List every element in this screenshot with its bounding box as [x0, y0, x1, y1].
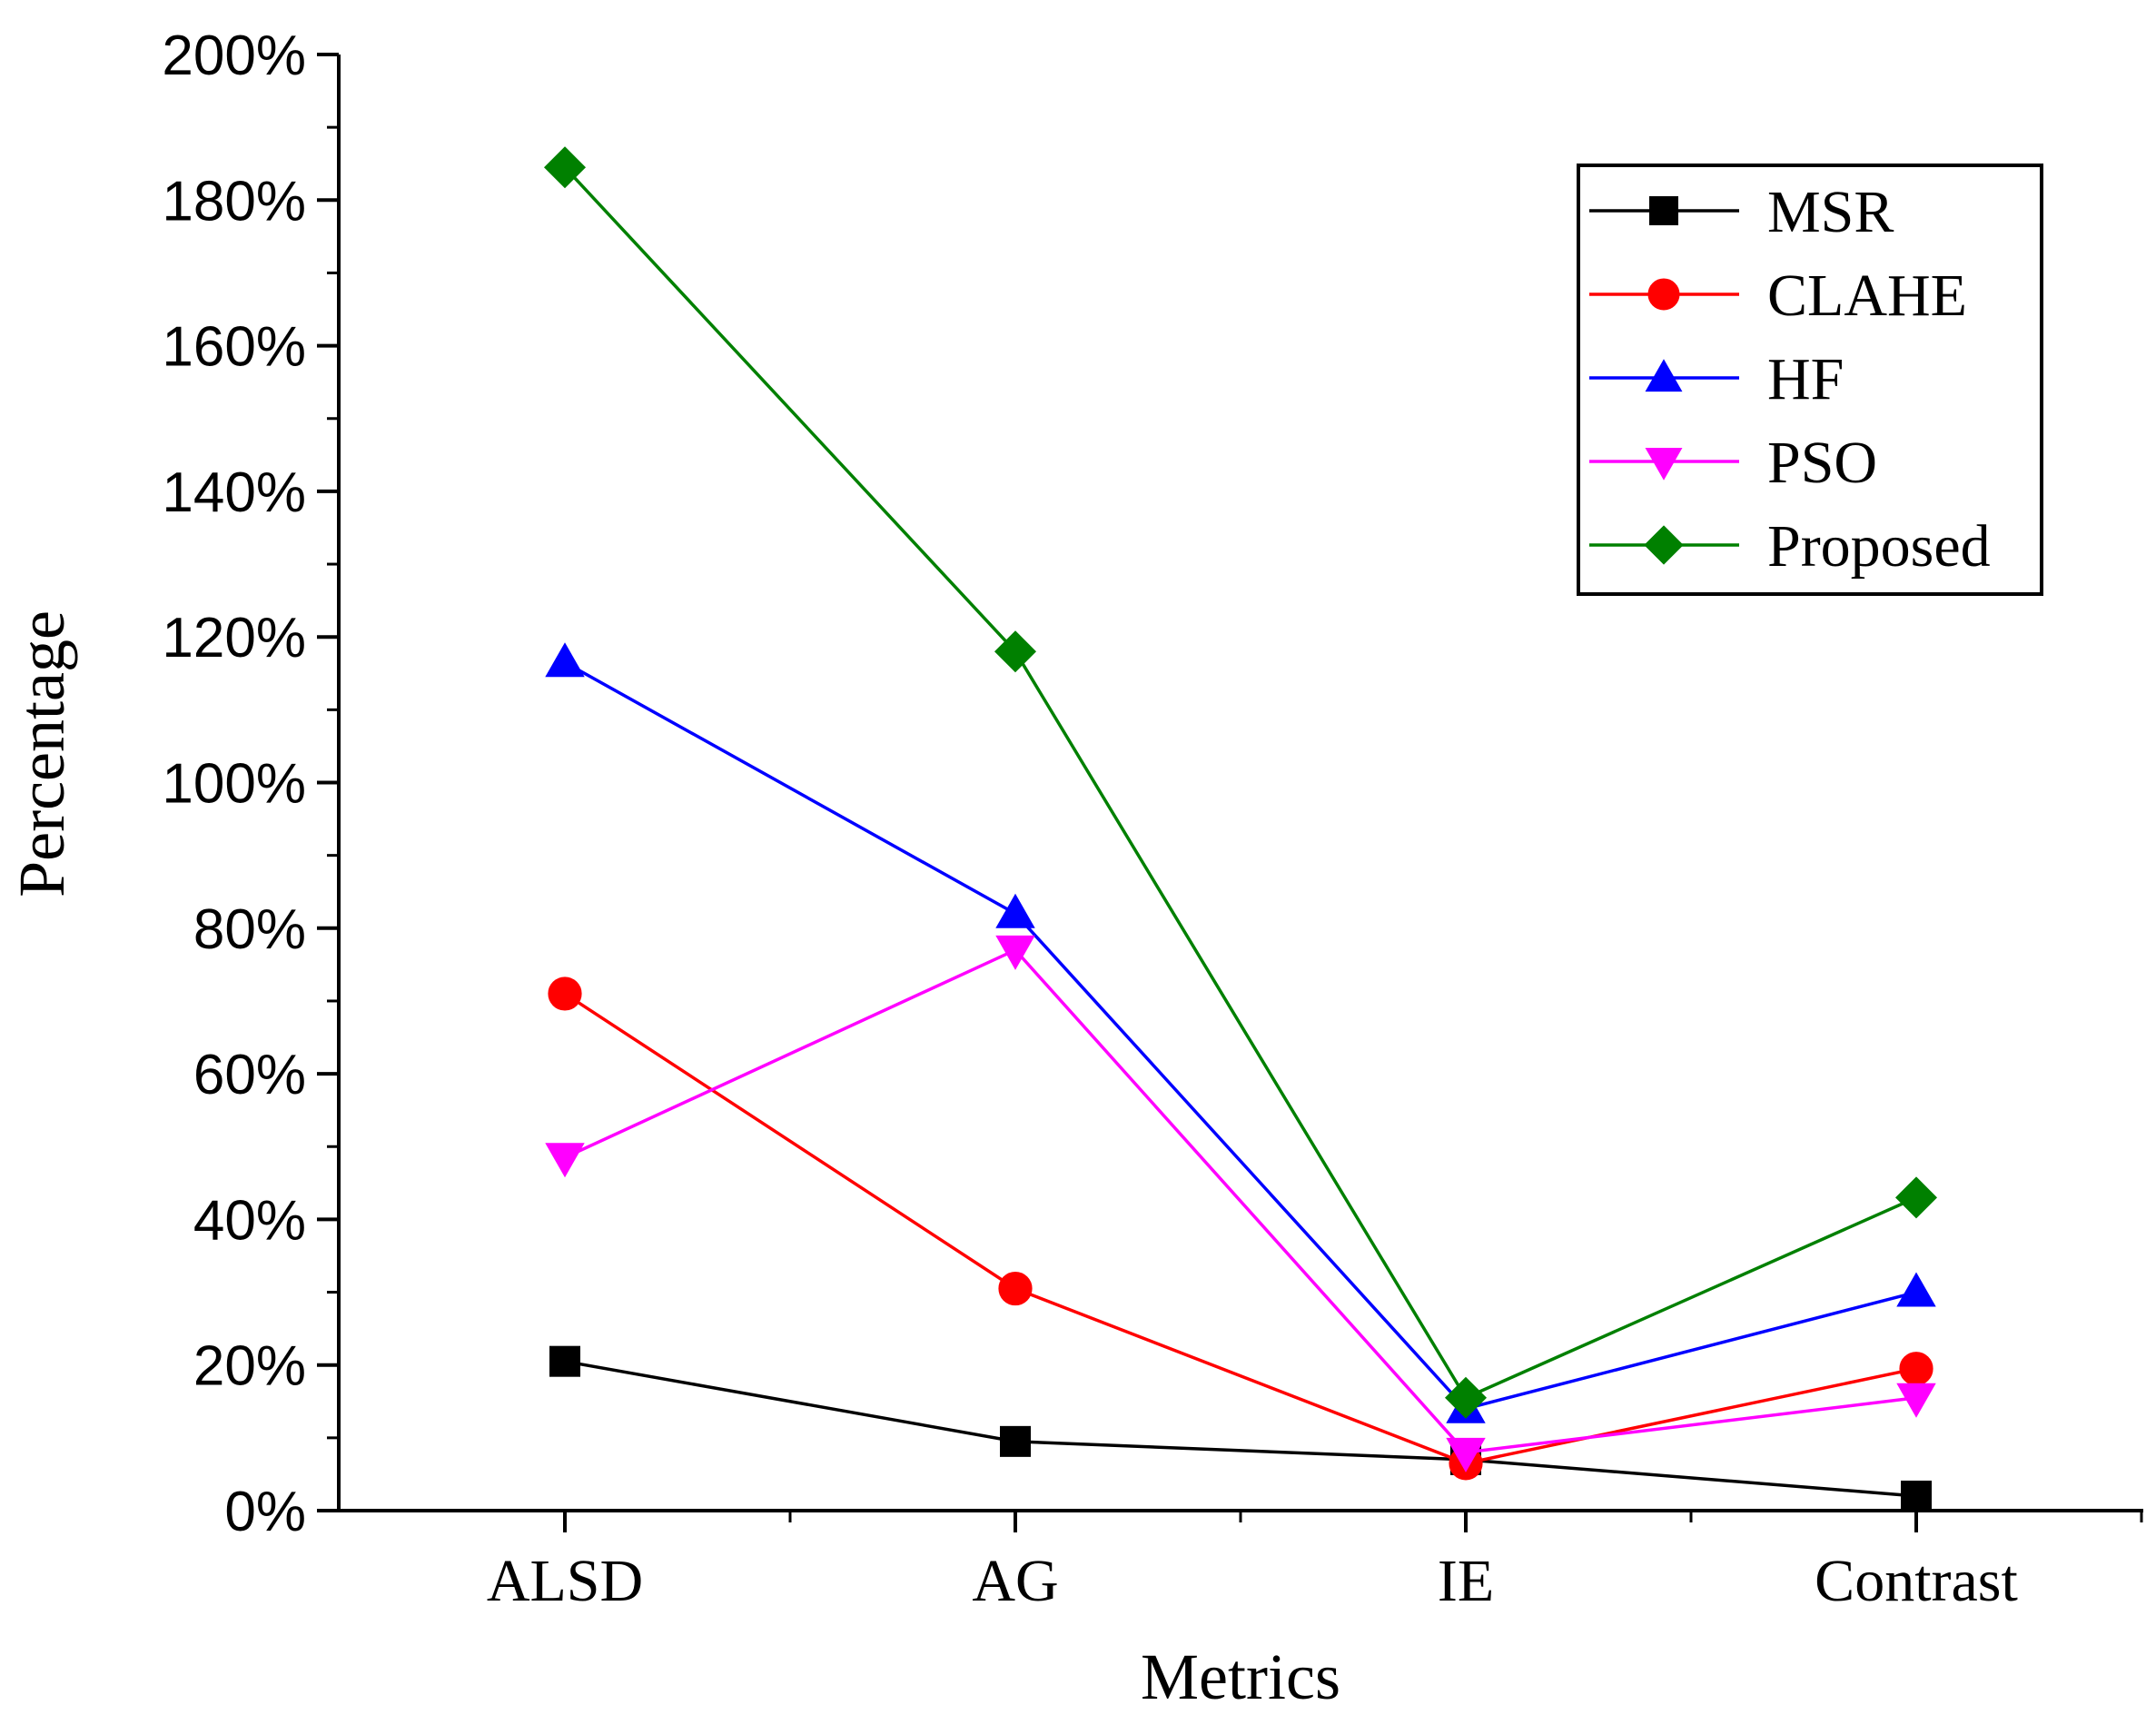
legend: MSR CLAHE HF PSO Proposed	[1577, 164, 2043, 596]
legend-marker	[1647, 278, 1680, 311]
legend-item: MSR	[1589, 179, 1894, 245]
series-line	[564, 660, 1917, 1411]
data-point	[995, 935, 1035, 970]
series-msr	[549, 1345, 1932, 1512]
series-layer	[543, 146, 1938, 1512]
x-axis-title: Metrics	[1141, 1641, 1340, 1713]
y-tick-label: 40%	[193, 1189, 306, 1252]
data-point	[1000, 1425, 1031, 1457]
data-point	[545, 1143, 585, 1178]
legend-label: CLAHE	[1767, 263, 1967, 329]
series-line	[564, 1359, 1917, 1498]
data-point	[543, 146, 587, 189]
legend-label: PSO	[1767, 430, 1877, 496]
data-point	[548, 977, 582, 1011]
legend-marker	[1645, 359, 1683, 392]
series-line	[564, 992, 1917, 1465]
series-pso	[545, 935, 1936, 1472]
data-point	[995, 893, 1035, 928]
y-tick-label: 140%	[162, 461, 306, 524]
legend-marker	[1649, 196, 1678, 225]
data-point	[1896, 1383, 1936, 1418]
data-point	[1896, 1272, 1936, 1307]
series-proposed	[543, 146, 1938, 1419]
y-tick-label: 100%	[162, 753, 306, 816]
data-point	[1444, 1376, 1488, 1419]
x-tick-label: ALSD	[487, 1548, 643, 1614]
y-tick-label: 160%	[162, 316, 306, 379]
series-line	[564, 947, 1917, 1454]
y-tick-label: 60%	[193, 1044, 306, 1106]
y-axis-title: Percentage	[5, 610, 78, 897]
data-point	[549, 1345, 580, 1377]
y-tick-label: 120%	[162, 607, 306, 669]
data-point	[1894, 1176, 1938, 1219]
series-line	[563, 166, 1917, 1400]
legend-item: HF	[1589, 346, 1844, 412]
data-point	[998, 1271, 1033, 1306]
data-point	[1901, 1480, 1932, 1512]
y-tick-label: 180%	[162, 170, 306, 233]
x-tick-label: Contrast	[1815, 1548, 2018, 1614]
data-point	[994, 630, 1037, 673]
data-point	[1446, 1437, 1486, 1472]
legend-item: Proposed	[1589, 513, 1991, 580]
legend-label: Proposed	[1767, 513, 1991, 580]
y-tick-label: 20%	[193, 1335, 306, 1398]
series-hf	[545, 642, 1936, 1423]
y-ticks: 0% 20% 40% 60% 80% 100% 120% 140% 160% 180% 200%	[162, 25, 339, 1543]
legend-label: HF	[1767, 346, 1844, 412]
x-tick-label: AG	[972, 1548, 1058, 1614]
legend-marker	[1644, 525, 1684, 565]
series-clahe	[548, 977, 1933, 1481]
x-tick-label: IE	[1438, 1548, 1494, 1614]
y-tick-label: 80%	[193, 898, 306, 961]
data-point	[545, 642, 585, 678]
y-tick-label: 200%	[162, 25, 306, 87]
data-point	[1899, 1352, 1933, 1386]
legend-marker	[1645, 447, 1683, 481]
legend-item: PSO	[1589, 430, 1877, 496]
y-tick-label: 0%	[224, 1481, 306, 1543]
legend-label: MSR	[1767, 179, 1894, 245]
legend-item: CLAHE	[1589, 263, 1967, 329]
x-ticks: ALSD AG IE Contrast	[487, 1511, 2143, 1614]
